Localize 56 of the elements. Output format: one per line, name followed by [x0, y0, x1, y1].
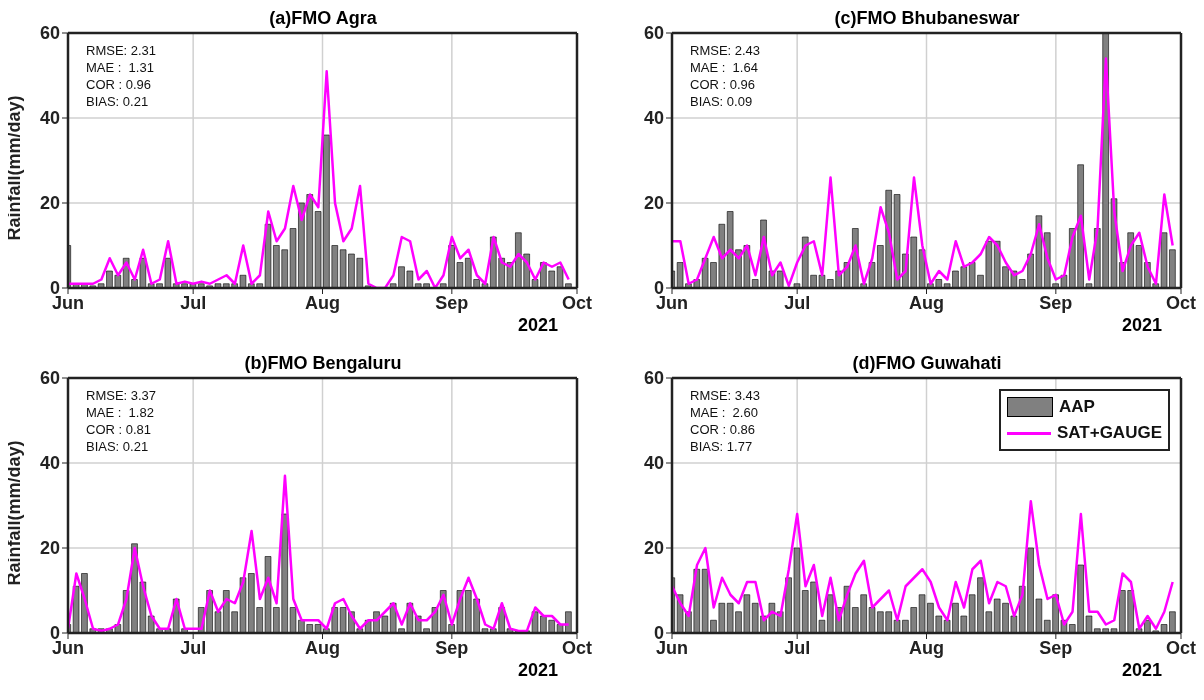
y-tick-label: 20 — [39, 538, 60, 559]
y-tick-label: 60 — [39, 368, 60, 389]
y-tick-label: 20 — [643, 538, 664, 559]
y-axis-title: Rainfall(mm/day) — [4, 95, 25, 241]
y-tick-label: 40 — [39, 108, 60, 129]
text: 2021 — [517, 315, 558, 336]
annotation: COR : 0.81 — [86, 421, 153, 438]
y-tick-label: 40 — [643, 108, 664, 129]
x-tick-label: Aug — [909, 637, 944, 658]
y-tick-label: 40 — [39, 453, 60, 474]
x-tick-label: Jul — [784, 637, 811, 658]
x-tick-label: Jul — [784, 292, 811, 313]
annotation: RMSE: 3.43 — [690, 387, 761, 404]
chart-title: (a)FMO Agra — [268, 8, 378, 29]
text: 2021 — [517, 660, 558, 681]
annotation: COR : 0.96 — [86, 76, 153, 93]
y-tick-label: 60 — [643, 23, 664, 44]
annotation: BIAS: 0.09 — [690, 93, 754, 110]
annotation: COR : 0.86 — [690, 421, 757, 438]
annotation: MAE : 1.31 — [86, 59, 155, 76]
y-tick-label: 60 — [39, 23, 60, 44]
x-tick-label: Sep — [1039, 292, 1073, 313]
x-tick-label: Aug — [305, 637, 340, 658]
x-tick-label: Oct — [561, 292, 593, 313]
annotation: MAE : 1.64 — [690, 59, 759, 76]
annotation: BIAS: 0.21 — [86, 438, 150, 455]
x-tick-label: Aug — [305, 292, 340, 313]
annotation: MAE : 1.82 — [86, 404, 155, 421]
chart-title: (d)FMO Guwahati — [851, 353, 1003, 374]
x-tick-label: Oct — [1165, 292, 1197, 313]
y-axis-title: Rainfall(mm/day) — [4, 440, 25, 586]
y-tick-label: 20 — [643, 193, 664, 214]
x-tick-label: Sep — [435, 292, 469, 313]
y-tick-label: 20 — [39, 193, 60, 214]
annotation: RMSE: 2.31 — [86, 42, 157, 59]
x-tick-label: Oct — [561, 637, 593, 658]
x-tick-label: Sep — [435, 637, 469, 658]
annotation: MAE : 2.60 — [690, 404, 759, 421]
annotation: COR : 0.96 — [690, 76, 757, 93]
legend-label: SAT+GAUGE — [1056, 423, 1162, 443]
annotation: RMSE: 2.43 — [690, 42, 761, 59]
x-tick-label: Jul — [180, 292, 207, 313]
y-tick-label: 60 — [643, 368, 664, 389]
text: 2021 — [1121, 660, 1162, 681]
x-tick-label: Aug — [909, 292, 944, 313]
x-tick-label: Sep — [1039, 637, 1073, 658]
x-tick-label: Jul — [180, 637, 207, 658]
annotation: BIAS: 0.21 — [86, 93, 150, 110]
legend-label: AAP — [1058, 397, 1095, 417]
annotation: BIAS: 1.77 — [690, 438, 754, 455]
x-tick-label: Oct — [1165, 637, 1197, 658]
text: 2021 — [1121, 315, 1162, 336]
chart-title: (c)FMO Bhubaneswar — [833, 8, 1021, 29]
annotation: RMSE: 3.37 — [86, 387, 157, 404]
chart-title: (b)FMO Bengaluru — [243, 353, 403, 374]
y-tick-label: 40 — [643, 453, 664, 474]
